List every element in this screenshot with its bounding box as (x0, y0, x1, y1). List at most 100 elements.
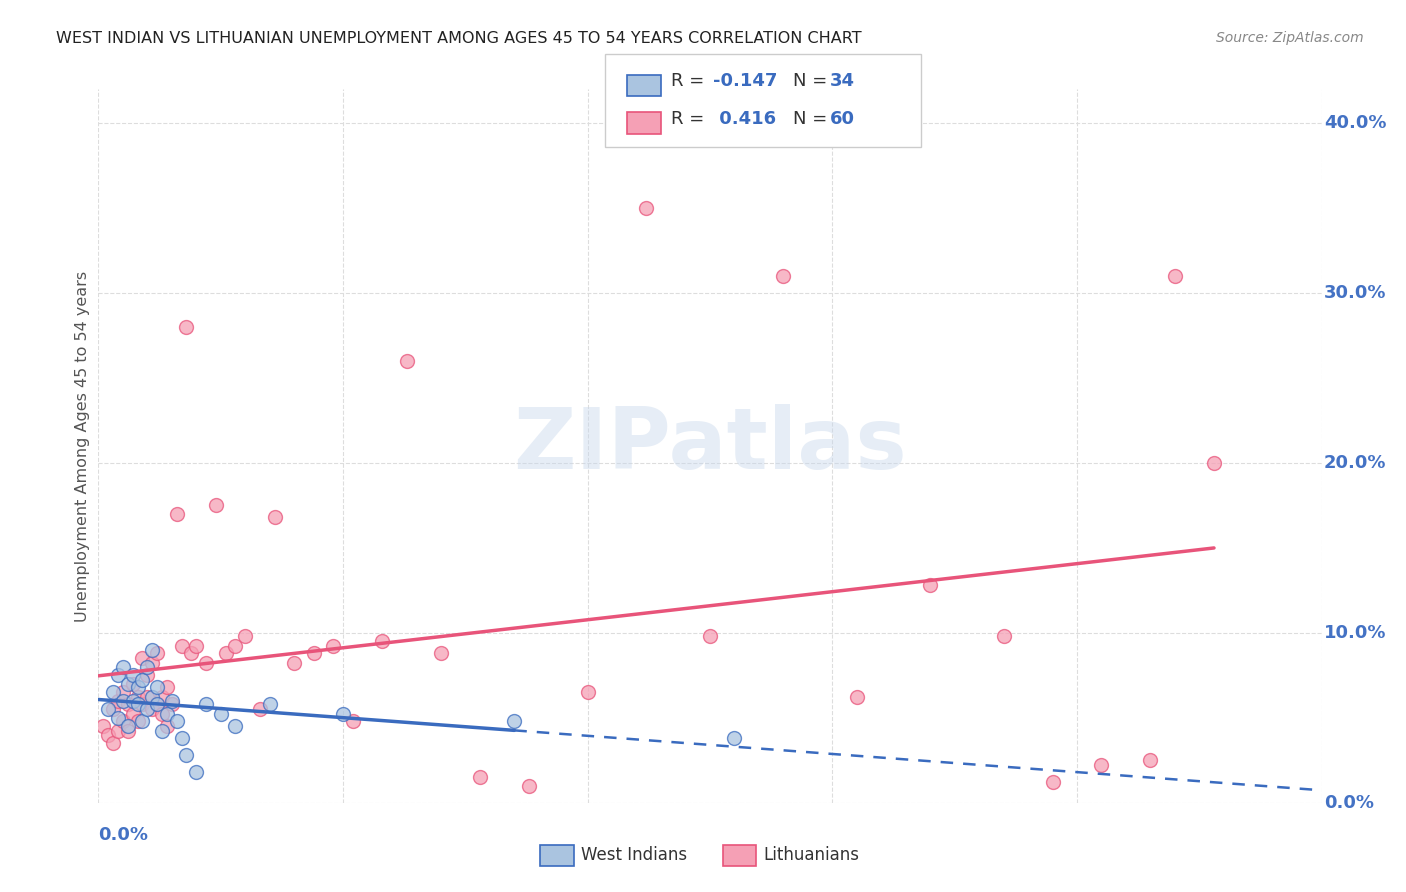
Point (107, 724, 129, 739)
Point (121, 677, 143, 691)
Point (121, 707, 143, 722)
Point (107, 694, 129, 708)
Text: 30.0%: 30.0% (1324, 284, 1386, 302)
Point (920, 578, 942, 592)
Point (283, 657, 305, 671)
Point (1090, 758, 1112, 772)
Point (195, 657, 218, 671)
Point (1139, 753, 1161, 767)
Point (176, 320, 198, 334)
Point (249, 702, 271, 716)
Point (127, 690, 149, 705)
Point (156, 719, 179, 733)
Point (395, 354, 418, 368)
Point (263, 510, 285, 524)
Point (111, 685, 134, 699)
Point (170, 640, 193, 654)
Point (117, 698, 139, 712)
Point (131, 698, 153, 712)
Text: N =: N = (793, 72, 832, 90)
Point (503, 714, 526, 729)
Point (146, 698, 169, 712)
Point (209, 707, 232, 722)
Point (430, 646, 453, 660)
Point (723, 731, 745, 746)
Point (127, 698, 149, 712)
Text: ZIPatlas: ZIPatlas (513, 404, 907, 488)
Point (302, 646, 325, 660)
Point (636, 201, 658, 215)
Text: Lithuanians: Lithuanians (763, 846, 859, 863)
Point (101, 685, 124, 699)
Point (176, 748, 198, 763)
Point (468, 770, 491, 784)
Text: -0.147: -0.147 (713, 72, 778, 90)
Point (186, 765, 208, 780)
Text: 0.0%: 0.0% (98, 826, 149, 844)
Point (371, 634, 394, 648)
Point (1042, 775, 1064, 789)
Point (160, 698, 183, 712)
Point (117, 724, 139, 739)
Y-axis label: Unemployment Among Ages 45 to 54 years: Unemployment Among Ages 45 to 54 years (75, 270, 90, 622)
Point (322, 640, 344, 654)
Point (97, 702, 120, 716)
Text: 40.0%: 40.0% (1324, 114, 1386, 132)
Point (1164, 269, 1187, 284)
Point (141, 702, 163, 716)
Point (156, 707, 179, 722)
Point (150, 690, 173, 705)
Point (233, 629, 256, 643)
Point (156, 680, 179, 694)
Point (107, 711, 129, 725)
Text: 0.416: 0.416 (713, 110, 776, 128)
Point (699, 629, 721, 643)
Point (111, 714, 134, 729)
Point (517, 779, 540, 793)
Point (993, 629, 1015, 643)
Text: N =: N = (793, 110, 832, 128)
Point (91, 719, 114, 733)
Point (101, 736, 124, 750)
Point (131, 651, 153, 665)
Point (259, 698, 281, 712)
Text: R =: R = (671, 72, 710, 90)
Point (224, 719, 246, 733)
Point (150, 724, 173, 739)
Text: West Indians: West Indians (581, 846, 686, 863)
Point (195, 698, 218, 712)
Text: 60: 60 (830, 110, 855, 128)
Point (136, 690, 159, 705)
Point (150, 707, 173, 722)
Point (160, 694, 183, 708)
Point (205, 499, 228, 513)
Point (141, 643, 163, 657)
Point (332, 707, 354, 722)
Point (224, 640, 246, 654)
Text: WEST INDIAN VS LITHUANIAN UNEMPLOYMENT AMONG AGES 45 TO 54 YEARS CORRELATION CHA: WEST INDIAN VS LITHUANIAN UNEMPLOYMENT A… (56, 31, 862, 46)
Point (117, 719, 139, 733)
Point (146, 680, 169, 694)
Point (117, 677, 139, 691)
Point (214, 646, 236, 660)
Point (166, 507, 188, 521)
Point (1202, 456, 1225, 470)
Text: R =: R = (671, 110, 710, 128)
Text: 0.0%: 0.0% (1324, 794, 1374, 812)
Point (127, 680, 149, 694)
Point (131, 714, 153, 729)
Point (97, 728, 120, 742)
Point (170, 731, 193, 746)
Point (111, 694, 134, 708)
Point (141, 657, 163, 671)
Point (186, 640, 208, 654)
Point (180, 646, 202, 660)
Point (127, 714, 149, 729)
Point (342, 714, 364, 729)
Text: 34: 34 (830, 72, 855, 90)
Point (146, 698, 169, 712)
Point (136, 668, 159, 682)
Point (141, 690, 163, 705)
Point (845, 690, 868, 705)
Text: 10.0%: 10.0% (1324, 624, 1386, 642)
